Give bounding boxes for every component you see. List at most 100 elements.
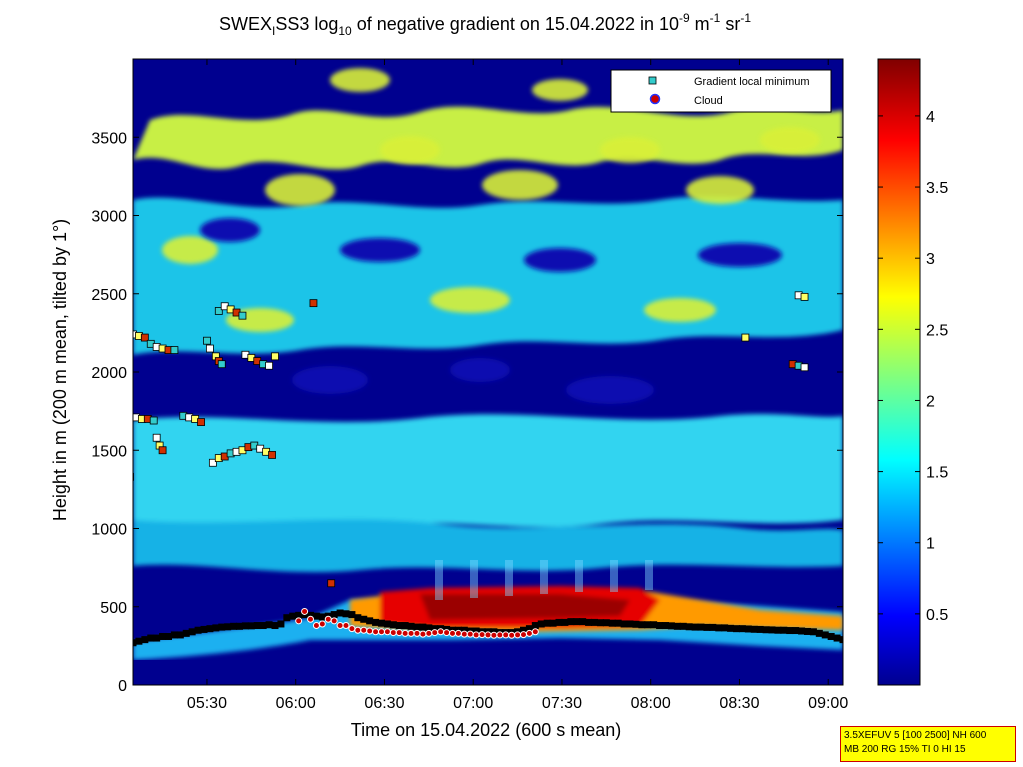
lower-layer-point	[667, 622, 675, 630]
lower-layer-point	[650, 621, 658, 629]
lower-layer-point	[756, 625, 764, 633]
lower-layer-point	[525, 625, 533, 633]
lower-layer-point	[638, 621, 646, 629]
legend-gradient-label: Gradient local minimum	[694, 76, 810, 88]
lower-layer-point	[804, 627, 811, 635]
gradient-minimum-point	[203, 336, 211, 345]
lower-layer-point	[738, 625, 746, 633]
x-tick-label: 08:00	[631, 695, 671, 712]
x-tick-label: 09:00	[808, 695, 848, 712]
cloud-point	[295, 617, 303, 625]
lower-layer-point	[318, 613, 326, 621]
colorbar-tick-label: 1.5	[926, 465, 948, 482]
lower-layer-point	[271, 622, 279, 630]
lower-layer-point	[378, 619, 385, 627]
lower-layer-point	[182, 629, 190, 637]
cloud-layer	[350, 586, 843, 632]
chart-title: SWEXISS3 log10 of negative gradient on 1…	[219, 11, 751, 38]
cloud-point	[472, 631, 480, 639]
lower-layer-point	[312, 612, 320, 620]
y-tick-label: 500	[100, 600, 127, 617]
lower-layer-point	[543, 619, 551, 627]
cloud-point	[360, 626, 368, 634]
cloud-point	[490, 631, 498, 639]
x-tick-label: 05:30	[187, 695, 227, 712]
lower-layer-point	[762, 626, 770, 634]
cloud-point	[366, 627, 374, 635]
lower-layer-point	[780, 626, 788, 634]
lower-layer-point	[585, 618, 593, 626]
lower-layer-point	[537, 620, 545, 628]
heatmap-texture	[133, 106, 843, 573]
band-1500-light	[133, 414, 843, 530]
dark-gaps	[200, 218, 782, 404]
cloud-point	[324, 615, 332, 623]
y-axis: 0 500 1000 1500 2000 2500 3000 3500	[91, 130, 843, 695]
gradient-minimum-point	[327, 579, 336, 588]
lower-layer-point	[727, 624, 735, 632]
settings-line-2: MB 200 RG 15% TI 0 HI 15	[844, 744, 966, 755]
cloud-point	[301, 607, 309, 615]
y-tick-label: 1000	[91, 522, 127, 539]
lower-layer-point	[715, 624, 723, 632]
cloud-point	[514, 631, 522, 639]
cloud-point	[395, 629, 403, 637]
legend: Gradient local minimum Cloud	[610, 69, 832, 113]
lower-layer-point	[632, 620, 640, 628]
gradient-minimum-point	[170, 346, 179, 354]
yellow-patches	[162, 68, 820, 332]
gradient-minimum-point	[208, 458, 217, 467]
lower-layer-point	[283, 614, 291, 622]
cloud-series	[295, 607, 539, 639]
gradient-minimum-point	[309, 299, 318, 308]
cloud-point	[437, 628, 445, 636]
lower-layer-point	[259, 622, 267, 630]
lower-layer-point	[354, 614, 362, 622]
x-tick-label: 06:30	[364, 695, 404, 712]
cloud-point	[336, 622, 344, 630]
lower-layer-point	[520, 626, 527, 634]
y-axis-label: Height in m (200 m mean, tilted by 1°)	[50, 219, 70, 521]
lower-layer-point	[744, 625, 752, 633]
cloud-point	[425, 629, 433, 637]
cloud-point	[454, 629, 462, 637]
lower-layer-point	[366, 617, 374, 625]
lower-layer-point	[212, 624, 220, 632]
lower-layer-point	[206, 625, 214, 633]
cloud-point	[496, 631, 504, 639]
lower-layer-point	[460, 626, 468, 634]
lower-layer-point	[697, 623, 705, 631]
lower-layer-point	[348, 611, 356, 619]
lower-layer-point	[419, 623, 427, 631]
y-tick-label: 3000	[91, 209, 127, 226]
lower-layer-point	[579, 618, 587, 626]
lower-layer-point	[188, 628, 196, 636]
band-1000-mid	[133, 519, 843, 573]
lower-layer-point	[407, 622, 415, 630]
cloud-point	[460, 630, 468, 638]
colorbar-tick-label: 4	[926, 109, 935, 126]
cloud-point	[478, 631, 486, 639]
lower-layer-point	[307, 611, 314, 619]
lower-layer-point	[679, 622, 687, 630]
lower-layer-point	[567, 618, 575, 626]
title-mid3: m	[690, 14, 710, 34]
gradient-minimum-point	[197, 418, 205, 426]
lower-layer-point	[691, 623, 699, 631]
lower-layer-point	[265, 621, 273, 629]
lower-layer-point	[395, 622, 403, 630]
cloud-point	[508, 631, 516, 639]
legend-cloud-label: Cloud	[694, 95, 723, 107]
title-sub2: 10	[338, 24, 352, 38]
lower-layer-point	[330, 611, 338, 619]
lower-layer-point	[247, 622, 255, 630]
lower-layer-point	[614, 619, 622, 627]
lower-layer-point	[224, 623, 232, 631]
lower-layer-point	[768, 626, 776, 634]
gradient-minimum-point	[140, 333, 149, 342]
cloud-point	[389, 629, 397, 637]
cloud-point	[354, 626, 362, 634]
lower-layer-point	[750, 625, 758, 633]
cloud-point	[372, 628, 380, 636]
cloud-point	[466, 630, 474, 638]
